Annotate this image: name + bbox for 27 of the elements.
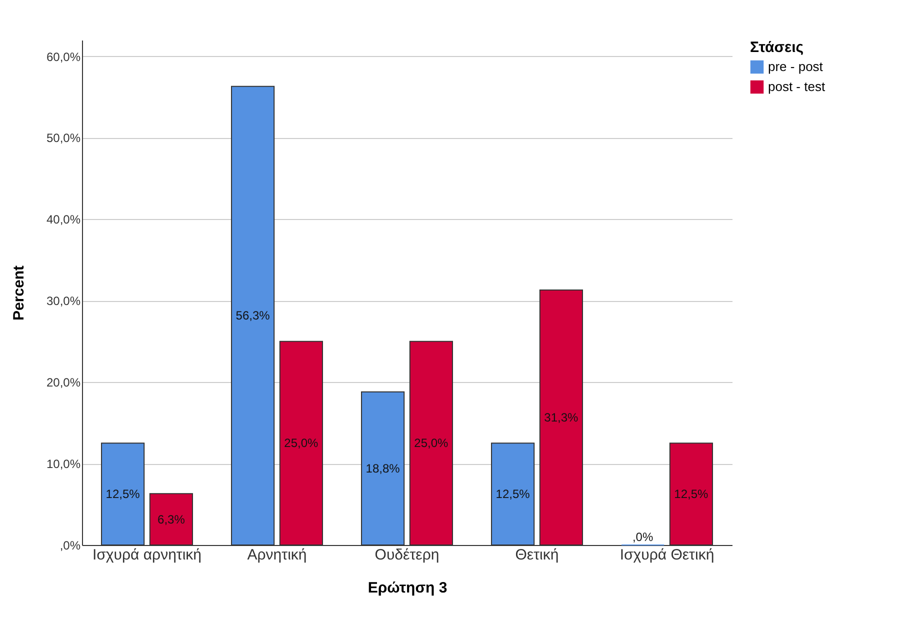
data-label: 25,0% bbox=[414, 436, 449, 450]
y-axis-title: Percent bbox=[10, 265, 28, 321]
y-tick-label: 30,0% bbox=[46, 294, 81, 308]
x-tick-label: Αρνητική bbox=[247, 546, 307, 564]
y-tick-label: 60,0% bbox=[46, 50, 81, 64]
data-label: ,0% bbox=[632, 530, 654, 544]
x-tick-label: Ουδέτερη bbox=[374, 546, 440, 564]
x-tick-label: Ισχυρά αρνητική bbox=[92, 546, 202, 564]
legend-label: post - test bbox=[768, 79, 826, 94]
y-tick-label: 20,0% bbox=[46, 376, 81, 390]
legend-label: pre - post bbox=[768, 59, 824, 74]
data-label: 56,3% bbox=[236, 308, 270, 323]
data-label: 18,8% bbox=[366, 461, 400, 476]
data-label: 12,5% bbox=[496, 487, 530, 502]
data-label: 31,3% bbox=[544, 410, 579, 425]
legend-title: Στάσεις bbox=[750, 39, 804, 56]
y-tick-label: 10,0% bbox=[46, 457, 81, 472]
x-tick-label: Ισχυρά Θετική bbox=[620, 546, 714, 564]
x-tick-label: Θετική bbox=[515, 546, 559, 564]
x-axis-title: Ερώτηση 3 bbox=[368, 580, 448, 596]
y-tick-label: ,0% bbox=[60, 538, 81, 552]
y-tick-label: 40,0% bbox=[46, 212, 81, 227]
data-label: 6,3% bbox=[158, 512, 186, 526]
y-tick-label: 50,0% bbox=[46, 131, 81, 146]
data-label: 25,0% bbox=[284, 436, 319, 450]
data-label: 12,5% bbox=[674, 487, 709, 502]
data-label: 12,5% bbox=[106, 487, 140, 502]
